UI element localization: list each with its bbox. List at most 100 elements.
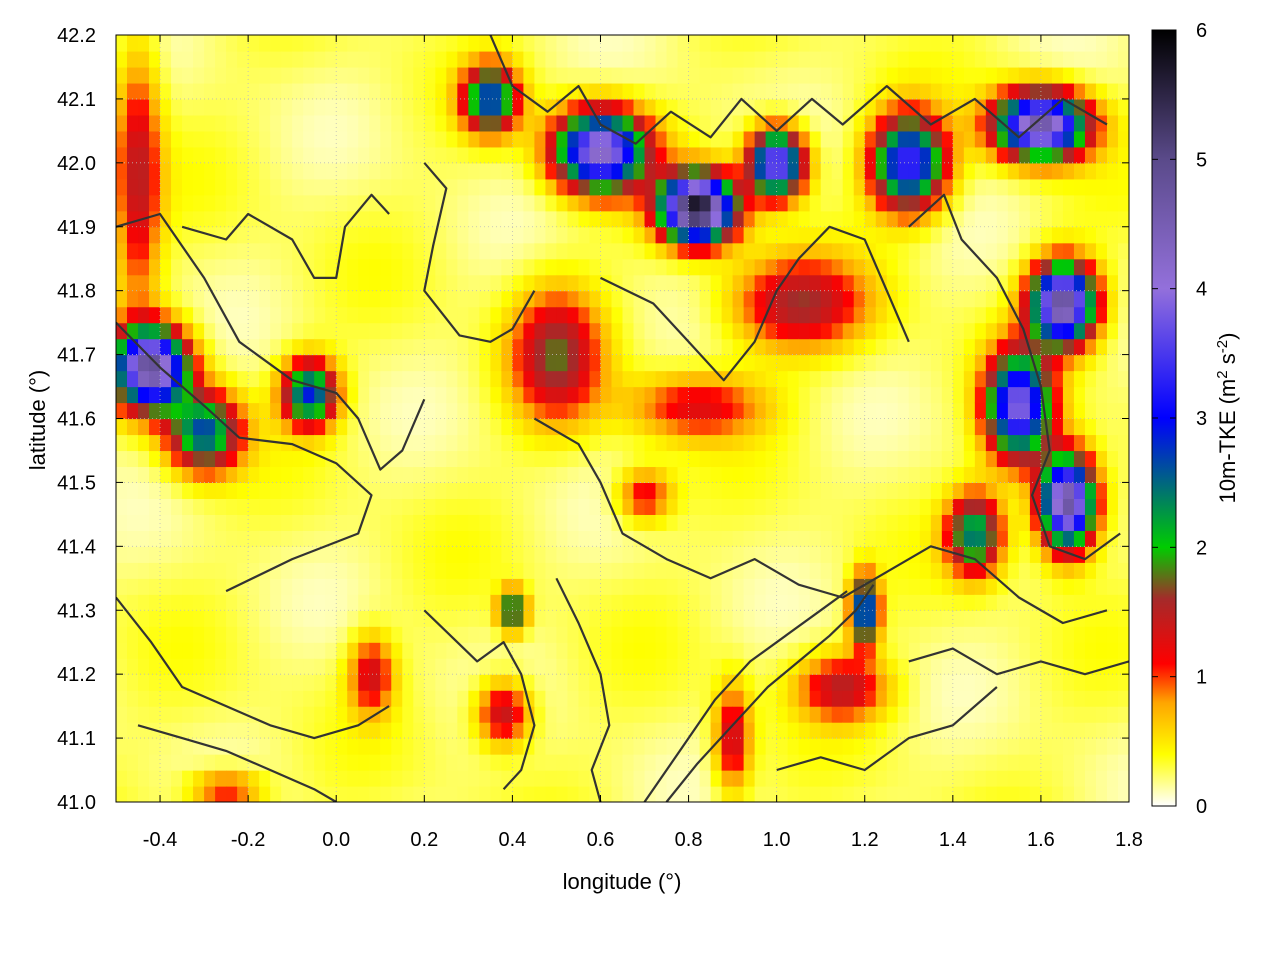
heatmap-cell [1073, 594, 1086, 611]
heatmap-cell [952, 162, 965, 180]
heatmap-cell [1117, 610, 1129, 627]
heatmap-cell [798, 722, 811, 739]
heatmap-cell [567, 386, 580, 404]
heatmap-cell [1106, 258, 1119, 276]
heatmap-cell [457, 562, 469, 579]
heatmap-cell [732, 178, 745, 196]
heatmap-cell [347, 530, 359, 547]
heatmap-cell [259, 546, 271, 563]
heatmap-cell [556, 594, 569, 611]
heatmap-cell [347, 66, 359, 84]
heatmap-cell [589, 35, 602, 52]
heatmap-cell [754, 514, 767, 531]
heatmap-cell [116, 482, 128, 499]
heatmap-cell [314, 578, 326, 595]
heatmap-cell [1095, 66, 1108, 84]
heatmap-cell [435, 98, 447, 116]
heatmap-cell [237, 322, 249, 340]
heatmap-cell [985, 690, 998, 707]
heatmap-cell [1018, 450, 1031, 468]
heatmap-cell [1084, 226, 1097, 244]
heatmap-cell [402, 130, 414, 148]
heatmap-cell [149, 146, 161, 164]
heatmap-cell [853, 66, 866, 84]
heatmap-cell [809, 146, 822, 164]
heatmap-cell [886, 274, 899, 292]
heatmap-cell [875, 322, 888, 340]
heatmap-cell [798, 690, 811, 707]
heatmap-cell [1018, 482, 1031, 499]
heatmap-cell [1018, 35, 1031, 52]
heatmap-cell [380, 242, 392, 260]
heatmap-cell [314, 35, 326, 52]
heatmap-cell [853, 82, 866, 100]
heatmap-cell [226, 434, 238, 452]
heatmap-cell [809, 226, 822, 244]
heatmap-cell [567, 418, 580, 436]
heatmap-cell [633, 642, 646, 659]
heatmap-cell [765, 754, 778, 771]
heatmap-cell [347, 418, 359, 436]
heatmap-cell [611, 35, 624, 52]
heatmap-cell [160, 562, 172, 579]
contour-line [423, 162, 536, 343]
heatmap-cell [699, 754, 712, 771]
heatmap-cell [325, 578, 337, 595]
heatmap-cell [1084, 690, 1097, 707]
heatmap-cell [809, 242, 822, 260]
heatmap-cell [886, 226, 899, 244]
heatmap-cell [182, 674, 194, 691]
heatmap-cell [864, 66, 877, 84]
heatmap-cell [941, 482, 954, 499]
heatmap-cell [655, 82, 668, 100]
heatmap-cell [677, 354, 690, 372]
heatmap-cell [974, 754, 987, 771]
heatmap-cell [336, 706, 348, 723]
heatmap-cell [886, 258, 899, 276]
heatmap-cell [787, 690, 800, 707]
heatmap-cell [501, 114, 513, 132]
heatmap-cell [721, 706, 734, 723]
heatmap-cell [193, 690, 205, 707]
heatmap-cell [655, 290, 668, 308]
heatmap-cell [325, 786, 337, 802]
heatmap-cell [1106, 146, 1119, 164]
heatmap-cell [633, 498, 646, 515]
heatmap-cell [292, 722, 304, 739]
heatmap-cell [248, 674, 260, 691]
heatmap-cell [457, 578, 469, 595]
heatmap-cell [292, 530, 304, 547]
heatmap-cell [281, 642, 293, 659]
heatmap-cell [567, 194, 580, 212]
heatmap-cell [666, 338, 679, 356]
heatmap-cell [1040, 306, 1053, 324]
heatmap-cell [952, 418, 965, 436]
heatmap-cell [193, 514, 205, 531]
heatmap-cell [138, 338, 150, 356]
heatmap-cell [1106, 514, 1119, 531]
heatmap-cell [358, 258, 370, 276]
heatmap-cell [578, 434, 591, 452]
heatmap-cell [930, 226, 943, 244]
heatmap-cell [1073, 226, 1086, 244]
heatmap-cell [589, 178, 602, 196]
heatmap-cell [358, 178, 370, 196]
heatmap-cell [1051, 290, 1064, 308]
heatmap-cell [1018, 466, 1031, 484]
heatmap-cell [215, 306, 227, 324]
heatmap-cell [446, 642, 458, 659]
heatmap-cell [380, 162, 392, 180]
heatmap-cell [1040, 274, 1053, 292]
heatmap-cell [930, 418, 943, 436]
heatmap-cell [765, 514, 778, 531]
heatmap-cell [182, 530, 194, 547]
heatmap-cell [600, 290, 613, 308]
heatmap-cell [831, 722, 844, 739]
heatmap-cell [765, 546, 778, 563]
heatmap-cell [490, 130, 502, 148]
heatmap-cell [578, 786, 591, 802]
heatmap-cell [622, 546, 635, 563]
heatmap-cell [941, 450, 954, 468]
heatmap-cell [567, 130, 580, 148]
heatmap-cell [160, 386, 172, 404]
